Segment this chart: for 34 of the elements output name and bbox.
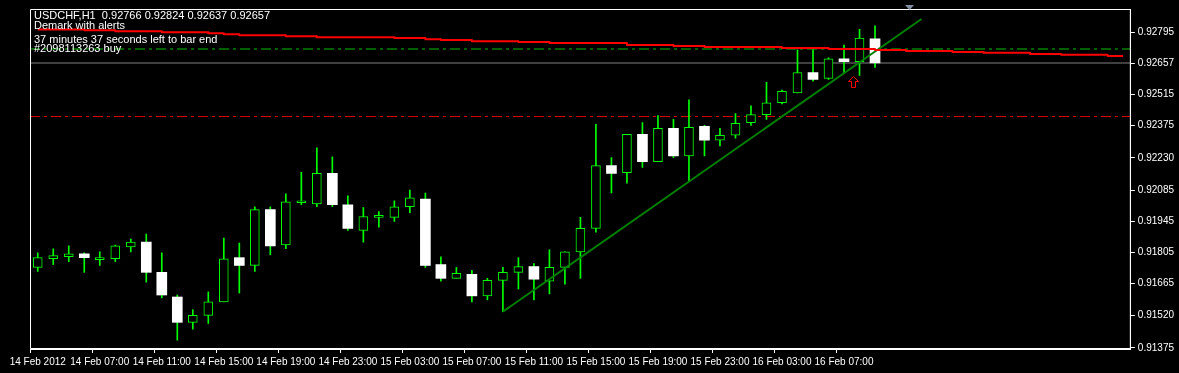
y-tick-label: 0.92515 [1137, 88, 1175, 100]
candlestick [374, 211, 384, 228]
y-tick-label: 0.92085 [1137, 183, 1175, 195]
x-tick-label: 14 Feb 19:00 [256, 355, 316, 367]
y-tick-label: 0.92795 [1137, 26, 1175, 38]
candlestick [94, 251, 105, 266]
candlestick [498, 267, 508, 312]
y-tick-label: 0.92375 [1137, 119, 1175, 131]
x-tick-label: 15 Feb 23:00 [690, 355, 750, 367]
x-tick-label: 14 Feb 07:00 [70, 355, 130, 367]
y-tick-label: 0.91805 [1137, 246, 1175, 258]
y-tick-label: 0.91375 [1137, 341, 1175, 353]
x-tick-label: 15 Feb 07:00 [442, 355, 502, 367]
x-tick-label: 14 Feb 23:00 [318, 355, 378, 367]
y-tick-label: 0.91520 [1137, 309, 1175, 321]
y-tick-label: 0.92657 [1137, 56, 1175, 68]
candlestick [78, 252, 90, 273]
chart-title: USDCHF,H1 0.92766 0.92824 0.92637 0.92657 [34, 8, 271, 21]
candlestick [233, 242, 245, 294]
x-tick-label: 15 Feb 11:00 [504, 355, 564, 367]
annotation: Demark with alerts [34, 18, 126, 31]
x-tick-label: 14 Feb 2012 [9, 355, 67, 367]
x-tick-label: 15 Feb 15:00 [566, 355, 626, 367]
x-tick-label: 16 Feb 03:00 [752, 355, 812, 367]
x-tick-label: 16 Feb 07:00 [814, 355, 874, 367]
x-tick-label: 14 Feb 15:00 [194, 355, 254, 367]
x-tick-label: 15 Feb 19:00 [628, 355, 688, 367]
x-tick-label: 15 Feb 03:00 [380, 355, 440, 367]
candlestick [807, 49, 819, 82]
x-tick-label: 14 Feb 11:00 [132, 355, 192, 367]
y-tick-label: 0.91665 [1137, 277, 1175, 289]
y-tick-label: 0.91945 [1137, 214, 1175, 226]
candlestick [48, 248, 59, 265]
y-tick-label: 0.92230 [1137, 151, 1175, 163]
